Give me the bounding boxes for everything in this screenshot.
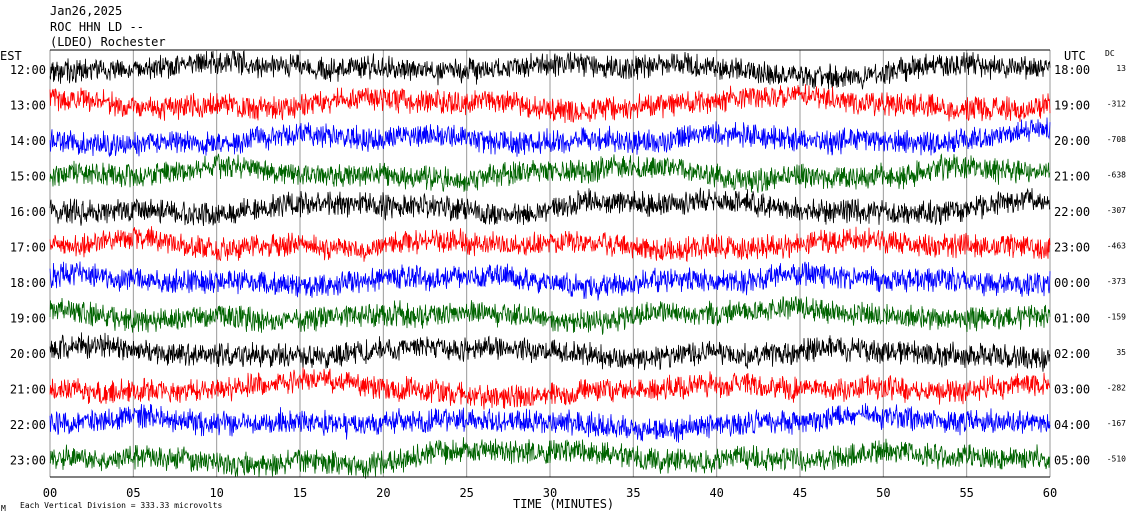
x-tick-label-10: 10: [209, 486, 223, 500]
trace-1300: [49, 84, 1051, 124]
x-tick-label-45: 45: [793, 486, 807, 500]
x-tick-label-25: 25: [459, 486, 473, 500]
utc-label-1900: 19:00: [1054, 99, 1090, 113]
trace-1200: [49, 50, 1051, 90]
trace-2200: [49, 403, 1051, 443]
utc-label-0000: 00:00: [1054, 276, 1090, 290]
est-label-2300: 23:00: [10, 454, 46, 468]
est-label-2000: 20:00: [10, 347, 46, 361]
chart-date: Jan26,2025: [50, 4, 122, 18]
x-axis-ticks: 00 05 10 15 20 25 30 35 40 45 50 55 60: [43, 486, 1057, 500]
row-labels: 12:00 18:00 13 13:00 19:00 -312 14:00 20:00 -708…: [10, 63, 1126, 468]
trace-1600: [49, 187, 1051, 227]
utc-label-0300: 03:00: [1054, 383, 1090, 397]
dc-offset-1300: -312: [1107, 100, 1126, 109]
x-axis-label: TIME (MINUTES): [513, 497, 614, 511]
utc-label-0100: 01:00: [1054, 312, 1090, 326]
utc-label-2000: 20:00: [1054, 134, 1090, 148]
trace-1500: [49, 153, 1051, 193]
utc-axis-label: UTC: [1064, 49, 1086, 63]
scale-footer: Each Vertical Division = 333.33 microvol…: [20, 501, 222, 510]
dc-offset-1500: -638: [1107, 171, 1126, 180]
trace-1700: [49, 226, 1051, 263]
x-tick-label-35: 35: [626, 486, 640, 500]
x-tick-label-00: 00: [43, 486, 57, 500]
x-tick-label-15: 15: [293, 486, 307, 500]
station-id: ROC HHN LD --: [50, 20, 144, 34]
dc-offset-1200: 13: [1116, 64, 1126, 73]
x-tick-label-60: 60: [1043, 486, 1057, 500]
dc-offset-1700: -463: [1107, 242, 1126, 251]
x-tick-label-20: 20: [376, 486, 390, 500]
station-location: (LDEO) Rochester: [50, 35, 166, 49]
est-label-1200: 12:00: [10, 63, 46, 77]
utc-label-0400: 04:00: [1054, 418, 1090, 432]
utc-label-2200: 22:00: [1054, 205, 1090, 219]
est-label-2200: 22:00: [10, 418, 46, 432]
dc-offset-1400: -708: [1107, 135, 1126, 144]
corner-mark: M: [1, 504, 6, 513]
time-gridlines: [49, 50, 1051, 477]
utc-label-0200: 02:00: [1054, 347, 1090, 361]
trace-2100: [49, 367, 1051, 410]
dc-offset-2300: -510: [1107, 455, 1126, 464]
est-label-1500: 15:00: [10, 170, 46, 184]
x-tick-label-50: 50: [876, 486, 890, 500]
est-label-1800: 18:00: [10, 276, 46, 290]
dc-column-label: DC: [1105, 49, 1115, 58]
dc-offset-2200: -167: [1107, 419, 1126, 428]
x-tick-label-55: 55: [959, 486, 973, 500]
trace-1400: [49, 117, 1051, 158]
est-label-1900: 19:00: [10, 312, 46, 326]
x-tick-label-30: 30: [543, 486, 557, 500]
trace-1800: [49, 261, 1051, 301]
est-label-1400: 14:00: [10, 134, 46, 148]
utc-label-2300: 23:00: [1054, 241, 1090, 255]
trace-2000: [49, 332, 1051, 372]
est-label-2100: 21:00: [10, 383, 46, 397]
seismic-traces: [49, 50, 1051, 479]
dc-offset-1900: -159: [1107, 313, 1126, 322]
est-axis-label: EST: [0, 49, 22, 63]
dc-offset-1800: -373: [1107, 277, 1126, 286]
x-tick-label-05: 05: [126, 486, 140, 500]
est-label-1700: 17:00: [10, 241, 46, 255]
dc-offset-2000: 35: [1116, 348, 1126, 357]
est-label-1300: 13:00: [10, 99, 46, 113]
utc-label-1800: 18:00: [1054, 63, 1090, 77]
est-label-1600: 16:00: [10, 205, 46, 219]
x-tick-label-40: 40: [709, 486, 723, 500]
trace-2300: [49, 437, 1051, 479]
utc-label-0500: 05:00: [1054, 454, 1090, 468]
utc-label-2100: 21:00: [1054, 170, 1090, 184]
dc-offset-2100: -282: [1107, 384, 1126, 393]
trace-1900: [49, 296, 1051, 335]
dc-offset-1600: -307: [1107, 206, 1126, 215]
